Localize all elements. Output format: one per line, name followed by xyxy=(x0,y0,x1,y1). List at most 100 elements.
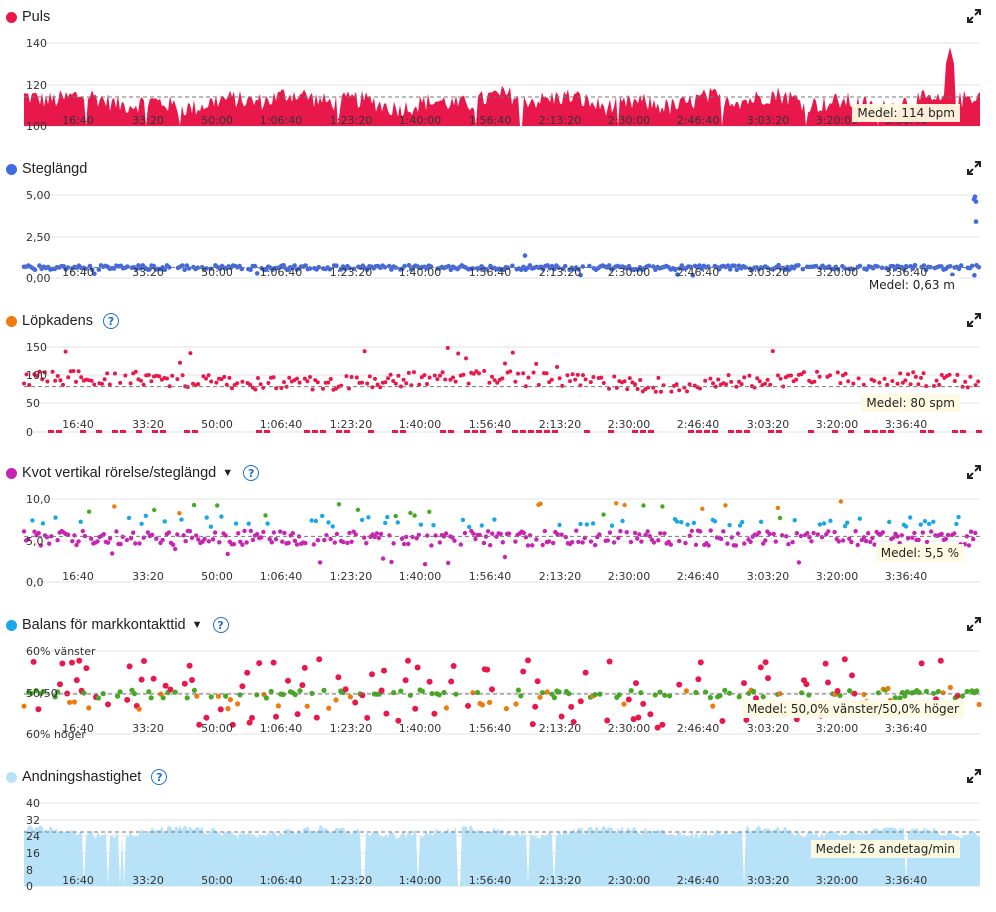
data-point xyxy=(438,373,442,378)
x-tick-label: 1:56:40 xyxy=(469,266,511,279)
data-point xyxy=(440,370,445,375)
data-point xyxy=(651,540,657,545)
data-point xyxy=(265,521,270,526)
data-point xyxy=(115,693,121,699)
data-point xyxy=(249,714,255,721)
data-point xyxy=(482,369,487,373)
caret-down-icon[interactable]: ▼ xyxy=(222,467,234,479)
data-point xyxy=(921,371,926,376)
data-point xyxy=(964,534,970,539)
data-point xyxy=(313,518,319,524)
data-point xyxy=(301,664,308,671)
expand-icon[interactable] xyxy=(966,8,982,24)
data-point xyxy=(395,520,400,525)
data-point xyxy=(33,688,39,694)
data-point xyxy=(79,375,84,380)
data-point xyxy=(101,532,107,537)
x-tick-label: 2:46:40 xyxy=(677,418,719,431)
expand-icon[interactable] xyxy=(966,616,982,632)
data-point xyxy=(729,379,734,384)
x-tick-label: 33:20 xyxy=(132,266,164,279)
x-tick-label: 1:06:40 xyxy=(260,114,302,127)
data-point xyxy=(274,386,279,391)
data-point xyxy=(819,535,825,540)
data-point xyxy=(167,384,172,389)
data-point xyxy=(82,533,88,539)
data-point xyxy=(419,688,425,694)
caret-down-icon[interactable]: ▼ xyxy=(191,619,203,631)
data-point xyxy=(401,377,406,382)
expand-icon[interactable] xyxy=(966,768,982,784)
x-tick-label: 33:20 xyxy=(132,722,164,735)
data-point xyxy=(95,695,101,701)
data-point xyxy=(559,532,564,537)
x-tick-label: 3:03:20 xyxy=(747,570,789,583)
x-tick-label: 50:00 xyxy=(201,418,233,431)
data-point xyxy=(38,543,43,548)
data-point xyxy=(503,706,509,712)
x-tick-label: 3:36:40 xyxy=(885,266,927,279)
data-point xyxy=(848,430,854,433)
data-point xyxy=(955,372,960,377)
data-point xyxy=(638,690,644,696)
data-point xyxy=(668,542,673,547)
data-point xyxy=(398,688,404,694)
data-point xyxy=(912,530,917,536)
data-point xyxy=(433,533,438,538)
y-tick-label: 120 xyxy=(26,79,47,92)
data-point xyxy=(606,658,613,665)
y-tick-label: 10,0 xyxy=(26,493,51,506)
data-point xyxy=(422,373,427,378)
help-icon[interactable]: ? xyxy=(102,313,119,329)
data-point xyxy=(732,263,737,269)
data-point xyxy=(299,682,306,689)
data-point xyxy=(166,530,172,535)
data-point xyxy=(36,530,41,536)
help-icon[interactable]: ? xyxy=(151,769,168,785)
data-point xyxy=(202,536,207,542)
data-point xyxy=(656,375,661,380)
data-point xyxy=(549,377,554,382)
data-point xyxy=(525,657,531,664)
data-point xyxy=(539,690,546,696)
x-tick-label: 50:00 xyxy=(201,570,233,583)
data-point xyxy=(611,540,617,545)
data-point xyxy=(105,540,111,545)
expand-icon[interactable] xyxy=(966,464,982,480)
data-point xyxy=(616,692,622,698)
data-point xyxy=(215,503,220,508)
data-point xyxy=(112,430,118,433)
y-tick-label: 60% vänster xyxy=(26,645,96,658)
data-point xyxy=(931,690,937,696)
expand-icon[interactable] xyxy=(966,160,982,176)
data-point xyxy=(959,693,966,699)
data-point xyxy=(753,695,759,702)
data-point xyxy=(123,373,128,378)
data-point xyxy=(173,546,178,552)
data-point xyxy=(83,665,90,672)
data-point xyxy=(832,529,837,535)
data-point xyxy=(625,696,632,703)
expand-icon[interactable] xyxy=(966,312,982,328)
data-point xyxy=(546,539,552,544)
data-point xyxy=(965,385,970,390)
x-tick-label: 33:20 xyxy=(132,570,164,583)
data-point xyxy=(575,372,580,377)
panel-title: Löpkadens xyxy=(22,313,93,329)
data-point xyxy=(175,377,180,382)
andning-area xyxy=(24,825,980,886)
data-point xyxy=(924,539,930,545)
help-icon[interactable]: ? xyxy=(212,617,229,633)
data-point xyxy=(805,531,810,536)
data-point xyxy=(386,376,390,381)
data-point xyxy=(740,519,745,525)
data-point xyxy=(389,559,394,565)
data-point xyxy=(154,536,159,541)
data-point xyxy=(440,430,446,433)
data-point xyxy=(641,503,646,508)
data-point xyxy=(400,430,406,433)
data-point xyxy=(912,262,918,268)
help-icon[interactable]: ? xyxy=(243,465,260,481)
data-point xyxy=(315,380,320,385)
data-point xyxy=(742,375,747,380)
